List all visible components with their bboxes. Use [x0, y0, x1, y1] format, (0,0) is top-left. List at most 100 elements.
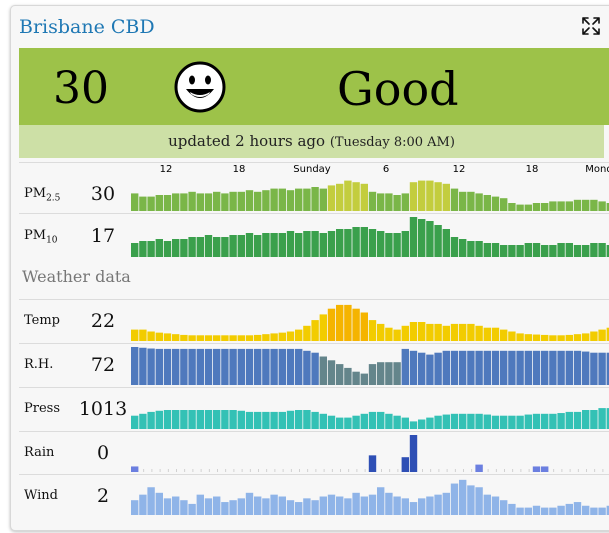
metric-bar	[442, 229, 450, 257]
metric-bar	[172, 334, 180, 341]
metric-bar	[516, 204, 524, 211]
metric-bar	[467, 241, 475, 257]
metric-bar	[565, 201, 573, 211]
metric-bar	[229, 500, 237, 515]
metric-bar	[565, 243, 573, 257]
metric-bar	[270, 333, 278, 341]
metric-bar	[467, 350, 475, 385]
metric-bar	[221, 502, 229, 515]
metric-bar	[418, 219, 426, 257]
metric-bar	[434, 415, 442, 429]
metric-chart[interactable]	[131, 475, 609, 518]
metric-bar	[467, 323, 475, 341]
rain-baseline-tick	[184, 469, 186, 472]
metric-bar	[582, 333, 590, 341]
metric-bar	[180, 239, 188, 257]
metric-bar	[368, 411, 377, 429]
rain-baseline-tick	[192, 469, 194, 472]
metric-chart[interactable]	[131, 214, 609, 260]
metric-bar	[442, 183, 450, 211]
metric-bar	[319, 356, 327, 385]
metric-bar	[573, 245, 582, 257]
metric-bar	[606, 505, 609, 515]
metric-bar	[516, 350, 524, 385]
metric-bar	[598, 408, 606, 429]
rain-baseline-tick	[331, 469, 333, 472]
metric-bar	[303, 188, 311, 211]
metric-bar	[590, 507, 598, 515]
metric-bar	[516, 415, 524, 429]
metric-bar	[377, 411, 385, 429]
metric-bar	[409, 322, 418, 341]
metric-bar	[557, 413, 565, 429]
metric-chart[interactable]	[131, 163, 609, 214]
rain-baseline-tick	[430, 469, 432, 472]
metric-bar	[491, 350, 500, 385]
metric-bar	[286, 410, 295, 429]
metric-bar	[532, 350, 541, 385]
metric-bar	[483, 327, 491, 341]
rain-baseline-tick	[274, 469, 276, 472]
metric-bar	[155, 332, 163, 341]
metric-bar	[385, 193, 393, 211]
metric-row-rain: Rain 0	[19, 431, 609, 475]
rain-baseline-tick	[225, 469, 227, 472]
metric-bar	[327, 185, 336, 211]
metric-bar	[311, 411, 319, 429]
metric-row-wind: Wind 2	[19, 474, 609, 518]
rain-baseline-tick	[266, 469, 268, 472]
metric-bar	[254, 334, 262, 341]
metric-value: 30	[90, 183, 116, 205]
metric-bar	[188, 410, 196, 429]
metric-chart[interactable]	[131, 432, 609, 475]
axis-tick-label: 18	[232, 164, 246, 175]
metric-bar	[573, 350, 582, 385]
axis-tick-label: 12	[452, 164, 466, 175]
metric-bar	[508, 415, 516, 429]
metric-bar	[131, 466, 139, 472]
metric-bar	[172, 410, 180, 429]
station-title[interactable]: Brisbane CBD	[19, 16, 155, 38]
metric-bar	[188, 191, 196, 211]
metric-chart[interactable]	[131, 344, 609, 388]
metric-bar	[295, 410, 303, 429]
metric-bar	[344, 180, 352, 211]
metric-bar	[582, 199, 590, 211]
rain-baseline-tick	[569, 469, 571, 472]
metric-bar	[180, 410, 188, 429]
metric-bar	[590, 243, 598, 257]
metric-value: 17	[90, 225, 116, 247]
metric-bar	[409, 435, 418, 472]
metric-chart[interactable]	[131, 300, 609, 344]
metric-bar	[590, 331, 598, 341]
metric-bar	[163, 410, 172, 429]
rain-baseline-tick	[594, 469, 596, 472]
metric-chart[interactable]	[131, 388, 609, 432]
metric-bar	[401, 417, 409, 429]
metric-bar	[131, 347, 139, 385]
metric-bar	[508, 503, 516, 515]
metric-row-pm25: PM2.5 30	[19, 162, 609, 214]
expand-icon[interactable]	[580, 15, 602, 37]
metric-bar	[344, 304, 352, 341]
metric-bar	[393, 233, 401, 257]
rain-baseline-tick	[348, 469, 350, 472]
metric-bar	[286, 500, 295, 515]
metric-bar	[139, 196, 147, 211]
metric-bar	[221, 193, 229, 211]
metric-bar	[606, 408, 609, 429]
rain-baseline-tick	[471, 469, 473, 472]
metric-bar	[155, 239, 163, 257]
time-axis: 12 18 Sunday 6 12 18 Monday	[129, 162, 609, 178]
metric-bar	[491, 415, 500, 429]
metric-bar	[418, 498, 426, 515]
metric-bar	[385, 492, 393, 515]
metric-bar	[442, 414, 450, 429]
metric-bar	[524, 507, 532, 515]
metric-bar	[213, 410, 221, 429]
metric-bar	[385, 413, 393, 429]
metric-bar	[573, 334, 582, 341]
metric-row-temp: Temp 22	[19, 299, 609, 344]
metric-bar	[204, 410, 213, 429]
metric-bar	[409, 421, 418, 429]
